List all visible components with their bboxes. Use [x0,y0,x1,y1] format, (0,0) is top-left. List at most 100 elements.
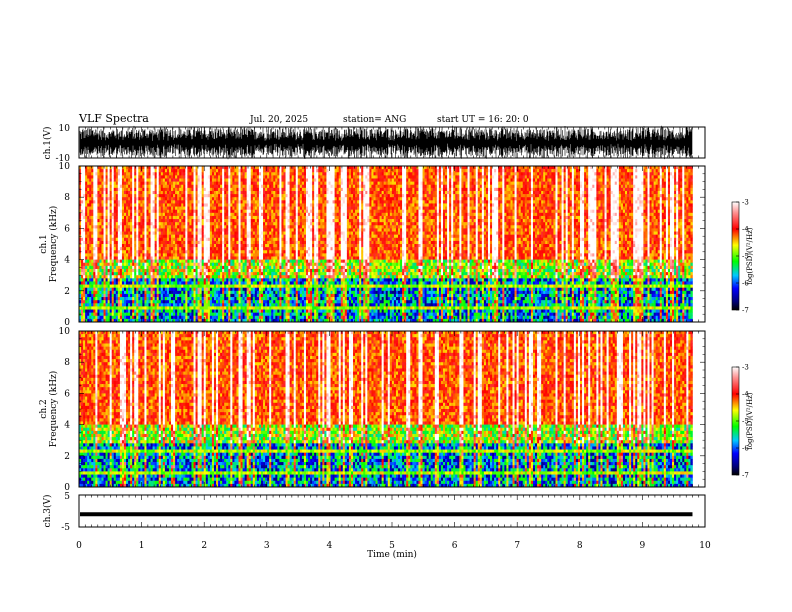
spectrogram-cell [91,275,93,278]
spectrogram-cell [108,232,110,235]
spectrogram-cell [91,225,93,228]
spectrogram-cell [114,228,116,231]
spectrogram-cell [99,207,101,210]
spectrogram-cell [124,313,126,316]
spectrogram-cell [130,194,132,197]
spectrogram-cell [104,253,106,256]
spectrogram-cell [83,172,85,175]
spectrogram-cell [97,269,99,272]
spectrogram-cell [97,200,99,203]
spectrogram-cell [122,197,124,200]
spectrogram-cell [122,263,124,266]
spectrogram-cell [110,225,112,228]
wave1-ylabel: ch.1(V) [42,127,53,160]
spectrogram-cell [99,275,101,278]
spectrogram-cell [95,285,97,288]
spectrogram-cell [120,250,122,253]
spectrogram-cell [128,194,130,197]
spectrogram-cell [104,303,106,306]
spectrogram-cell [89,172,91,175]
spectrogram-cell [85,178,87,181]
spectrogram-cell [85,244,87,247]
spectrogram-cell [110,285,112,288]
spectrogram-cell [95,194,97,197]
spectrogram-cell [126,169,128,172]
spectrogram-cell [106,241,108,244]
spectrogram-cell [126,269,128,272]
spectrogram-cell [124,228,126,231]
spectrogram-cell [110,203,112,206]
spectrogram-cell [83,228,85,231]
spectrogram-cell [101,244,103,247]
spectrogram-cell [106,197,108,200]
spectrogram-cell [118,297,120,300]
spectrogram-cell [89,210,91,213]
spectrogram-cell [112,191,114,194]
spectrogram-cell [87,213,89,216]
spectrogram-cell [99,219,101,222]
spectrogram-cell [85,207,87,210]
spectrogram-cell [89,194,91,197]
spectrogram-cell [93,300,95,303]
spectrogram-cell [101,278,103,281]
spectrogram-cell [89,225,91,228]
spectrogram-ch1-panel: 0246810 ch.1 Frequency (kHz) -3-4-5-6-7 … [39,162,754,328]
spectrogram-cell [87,241,89,244]
spectrogram-cell [130,213,132,216]
spectrogram-cell [93,213,95,216]
spectrogram-cell [91,303,93,306]
spectrogram-cell [106,216,108,219]
spectrogram-cell [122,222,124,225]
spectrogram-cell [120,235,122,238]
spectrogram-cell [120,281,122,284]
spectrogram-cell [89,232,91,235]
spectrogram-cell [104,191,106,194]
spectrogram-cell [93,197,95,200]
spectrogram-cell [99,235,101,238]
spectrogram-cell [112,266,114,269]
spectrogram-cell [118,310,120,313]
spectrogram-cell [91,182,93,185]
spectrogram-cell [87,281,89,284]
spectrogram-cell [97,281,99,284]
spectrogram-cell [112,260,114,263]
spectrogram-cell [85,272,87,275]
spectrogram-cell [110,185,112,188]
spectrogram-cell [118,294,120,297]
spectrogram-cell [108,241,110,244]
spectrogram-cell [93,247,95,250]
spectrogram-cell [101,316,103,319]
spectrogram-cell [126,225,128,228]
spectrogram-cell [118,244,120,247]
spectrogram-cell [106,210,108,213]
spectrogram-cell [106,288,108,291]
spectrogram-cell [126,216,128,219]
spectrogram-cell [124,300,126,303]
spectrogram-cell [130,188,132,191]
spectrogram-cell [112,197,114,200]
spectrogram-cell [99,188,101,191]
spectrogram-cell [116,175,118,178]
spectrogram-cell [118,219,120,222]
spectrogram-cell [122,200,124,203]
spectrogram-cell [122,210,124,213]
spectrogram-cell [116,185,118,188]
spectrogram-cell [116,235,118,238]
spectrogram-cell [116,294,118,297]
spectrogram-cell [106,306,108,309]
spectrogram-cell [97,185,99,188]
spectrogram-cell [128,219,130,222]
spectrogram-cell [110,235,112,238]
spectrogram-cell [124,182,126,185]
spectrogram-cell [112,232,114,235]
spectrogram-cell [122,241,124,244]
spectrogram-cell [116,191,118,194]
spectrogram-cell [124,266,126,269]
spectrogram-cell [118,260,120,263]
spectrogram-cell [93,269,95,272]
spectrogram-cell [110,222,112,225]
spectrogram-cell [89,313,91,316]
spectrogram-cell [87,219,89,222]
spectrogram-cell [126,256,128,259]
spectrogram-cell [91,185,93,188]
